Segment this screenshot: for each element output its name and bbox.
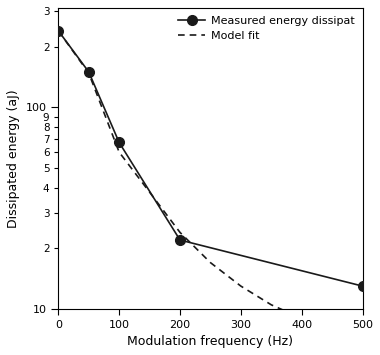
Y-axis label: Dissipated energy (aJ): Dissipated energy (aJ) [7, 89, 20, 228]
X-axis label: Modulation frequency (Hz): Modulation frequency (Hz) [127, 335, 293, 348]
Measured energy dissipat [56, 29, 60, 33]
Line: Model fit: Model fit [58, 31, 363, 334]
Model fit [269, 303, 274, 307]
Measured energy dissipat [87, 70, 91, 74]
Model fit [299, 316, 304, 321]
Model fit [239, 284, 243, 288]
Line: Measured energy dissipat: Measured energy dissipat [54, 26, 367, 291]
Model fit [208, 261, 213, 265]
Model fit [360, 332, 365, 337]
Model fit [147, 190, 152, 194]
Model fit [117, 150, 122, 154]
Model fit [330, 324, 334, 329]
Model fit [87, 71, 91, 75]
Legend: Measured energy dissipat, Model fit: Measured energy dissipat, Model fit [173, 12, 359, 45]
Model fit [56, 29, 60, 33]
Measured energy dissipat [117, 140, 122, 144]
Measured energy dissipat [360, 284, 365, 288]
Model fit [178, 230, 182, 235]
Measured energy dissipat [178, 238, 182, 242]
